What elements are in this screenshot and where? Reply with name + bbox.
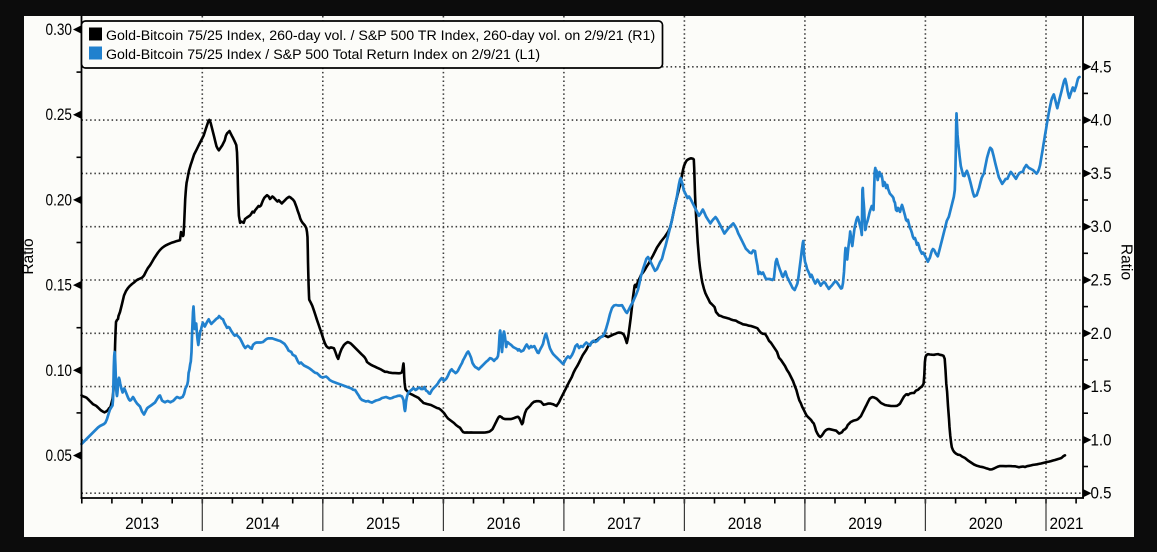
svg-text:Gold-Bitcoin 75/25 Index / S&P: Gold-Bitcoin 75/25 Index / S&P 500 Total… (106, 47, 540, 63)
svg-text:3.0: 3.0 (1091, 218, 1112, 236)
svg-text:2019: 2019 (848, 515, 882, 533)
svg-text:2020: 2020 (969, 515, 1003, 533)
svg-text:1.0: 1.0 (1091, 431, 1112, 449)
svg-text:2018: 2018 (728, 515, 762, 533)
svg-text:1.5: 1.5 (1091, 378, 1112, 396)
svg-text:3.5: 3.5 (1091, 165, 1112, 183)
svg-text:2.5: 2.5 (1091, 272, 1112, 290)
svg-text:0.5: 0.5 (1091, 485, 1112, 503)
svg-text:Ratio: Ratio (20, 238, 37, 274)
svg-text:4.0: 4.0 (1091, 112, 1112, 130)
svg-text:2014: 2014 (246, 515, 280, 533)
svg-text:0.30: 0.30 (46, 21, 73, 39)
svg-text:Gold-Bitcoin 75/25 Index, 260-: Gold-Bitcoin 75/25 Index, 260-day vol. /… (106, 28, 655, 44)
svg-text:0.20: 0.20 (46, 191, 73, 209)
svg-text:2.0: 2.0 (1091, 325, 1112, 343)
svg-text:0.10: 0.10 (46, 362, 73, 380)
svg-text:2016: 2016 (487, 515, 521, 533)
svg-text:2017: 2017 (607, 515, 641, 533)
svg-text:Ratio: Ratio (1118, 244, 1135, 280)
svg-text:0.05: 0.05 (46, 447, 73, 465)
svg-text:0.15: 0.15 (46, 277, 73, 295)
svg-text:2013: 2013 (125, 515, 159, 533)
svg-text:2015: 2015 (366, 515, 400, 533)
svg-text:4.5: 4.5 (1091, 58, 1112, 76)
svg-text:2021: 2021 (1050, 515, 1084, 533)
svg-text:0.25: 0.25 (46, 106, 73, 124)
